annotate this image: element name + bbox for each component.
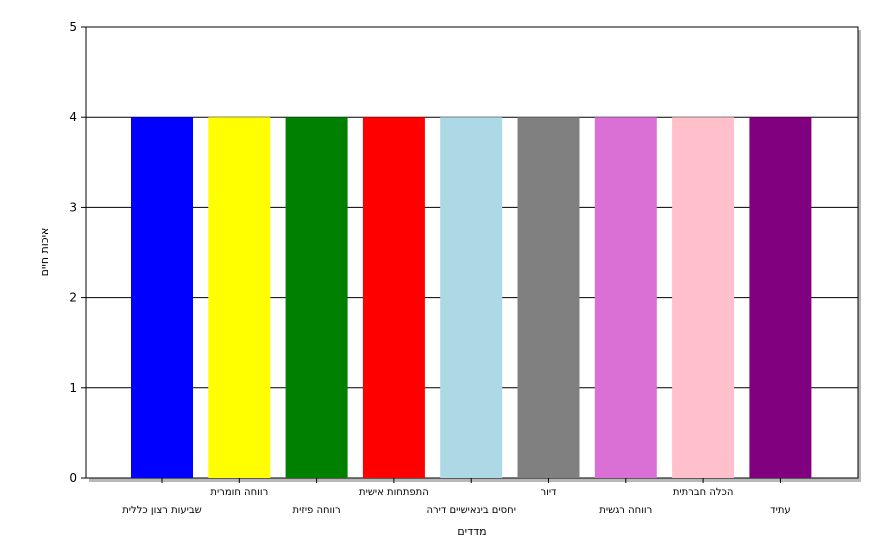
bar-2 <box>285 117 348 478</box>
bar-5 <box>517 117 580 478</box>
x-axis: שביעות רצון כללית רווחה חומרית רווחה פיזית… <box>122 478 791 516</box>
bar-7 <box>672 117 735 478</box>
y-axis: 0 1 2 3 4 5 <box>69 20 86 485</box>
x-tick-label-0: שביעות רצון כללית <box>122 505 202 516</box>
x-tick-label-3: התפתחות אישית <box>359 487 429 498</box>
y-tick-label-2: 2 <box>69 291 77 305</box>
x-tick-label-1: רווחה חומרית <box>210 487 268 498</box>
bar-1 <box>208 117 271 478</box>
bar-3 <box>362 117 425 478</box>
x-tick-label-4: יחסים בינאישיים דירה <box>426 505 516 516</box>
x-tick-label-6: רווחה רגשית <box>599 505 652 516</box>
x-tick-label-7: הכלה חברתית <box>673 487 734 498</box>
bars <box>131 117 812 478</box>
x-tick-label-8: עתיד <box>770 505 791 516</box>
y-tick-label-5: 5 <box>69 20 77 34</box>
y-tick-label-1: 1 <box>69 381 77 395</box>
bar-8 <box>749 117 812 478</box>
bar-0 <box>131 117 193 478</box>
y-axis-title: איכות חיים <box>38 228 51 277</box>
x-axis-title: מדדים <box>457 525 486 538</box>
y-tick-label-3: 3 <box>69 200 77 214</box>
x-tick-label-2: רווחה פיזית <box>293 505 341 516</box>
bar-6 <box>594 117 657 478</box>
y-tick-label-4: 4 <box>69 110 77 124</box>
x-tick-label-5: דיור <box>540 487 557 498</box>
y-tick-label-0: 0 <box>69 471 77 485</box>
bar-4 <box>440 117 503 478</box>
